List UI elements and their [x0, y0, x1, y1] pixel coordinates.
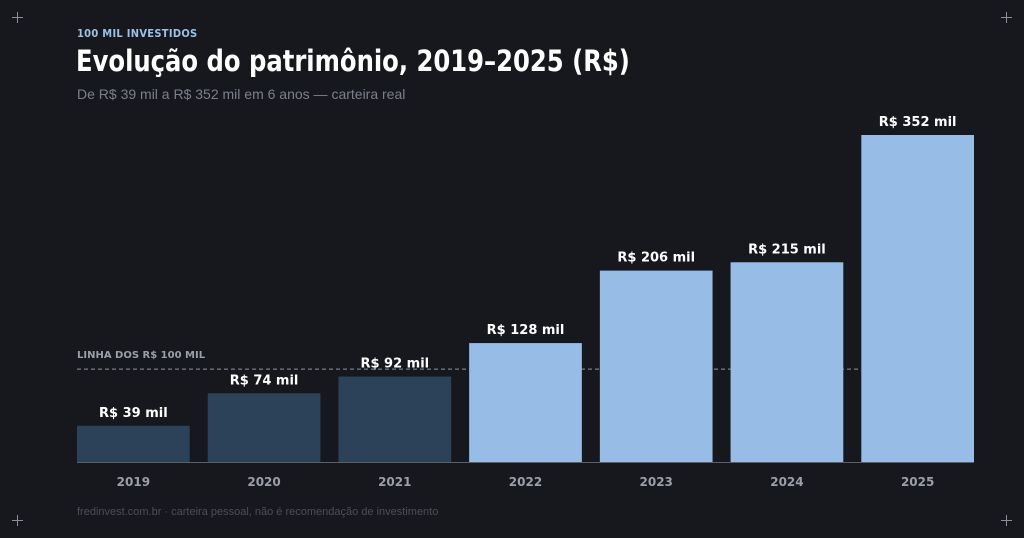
- x-tick-2023: 2023: [640, 475, 673, 489]
- x-tick-2025: 2025: [901, 475, 934, 489]
- source-footer: fredinvest.com.br · carteira pessoal, nã…: [77, 506, 439, 518]
- x-tick-2021: 2021: [378, 475, 411, 489]
- corner-mark-bottom-right: [1001, 515, 1012, 526]
- data-label-2025: R$ 352 mil: [879, 115, 957, 130]
- corner-mark-top-right: [1001, 12, 1012, 23]
- data-label-2024: R$ 215 mil: [748, 242, 826, 257]
- chart-subtitle: De R$ 39 mil a R$ 352 mil em 6 anos — ca…: [77, 86, 406, 102]
- data-label-2019: R$ 39 mil: [99, 406, 168, 421]
- x-tick-2022: 2022: [509, 475, 542, 489]
- x-tick-2024: 2024: [770, 475, 803, 489]
- chart-eyebrow: 100 MIL INVESTIDOS: [77, 27, 198, 40]
- data-label-2023: R$ 206 mil: [617, 251, 695, 266]
- corner-mark-top-left: [12, 12, 23, 23]
- bar-2025: [861, 135, 974, 462]
- chart-title: Evolução do patrimônio, 2019–2025 (R$): [76, 44, 630, 78]
- bar-2023: [599, 270, 713, 462]
- x-tick-2019: 2019: [117, 475, 150, 489]
- bar-2024: [730, 262, 844, 462]
- data-label-2020: R$ 74 mil: [230, 373, 299, 388]
- bar-2021: [338, 376, 452, 462]
- reference-line-label: LINHA DOS R$ 100 MIL: [77, 350, 206, 361]
- data-label-2021: R$ 92 mil: [360, 357, 429, 372]
- bar-2022: [469, 343, 582, 462]
- corner-mark-bottom-left: [12, 515, 23, 526]
- x-tick-2020: 2020: [247, 475, 280, 489]
- bar-2020: [207, 393, 321, 462]
- data-label-2022: R$ 128 mil: [487, 323, 565, 338]
- bar-2019: [77, 425, 190, 462]
